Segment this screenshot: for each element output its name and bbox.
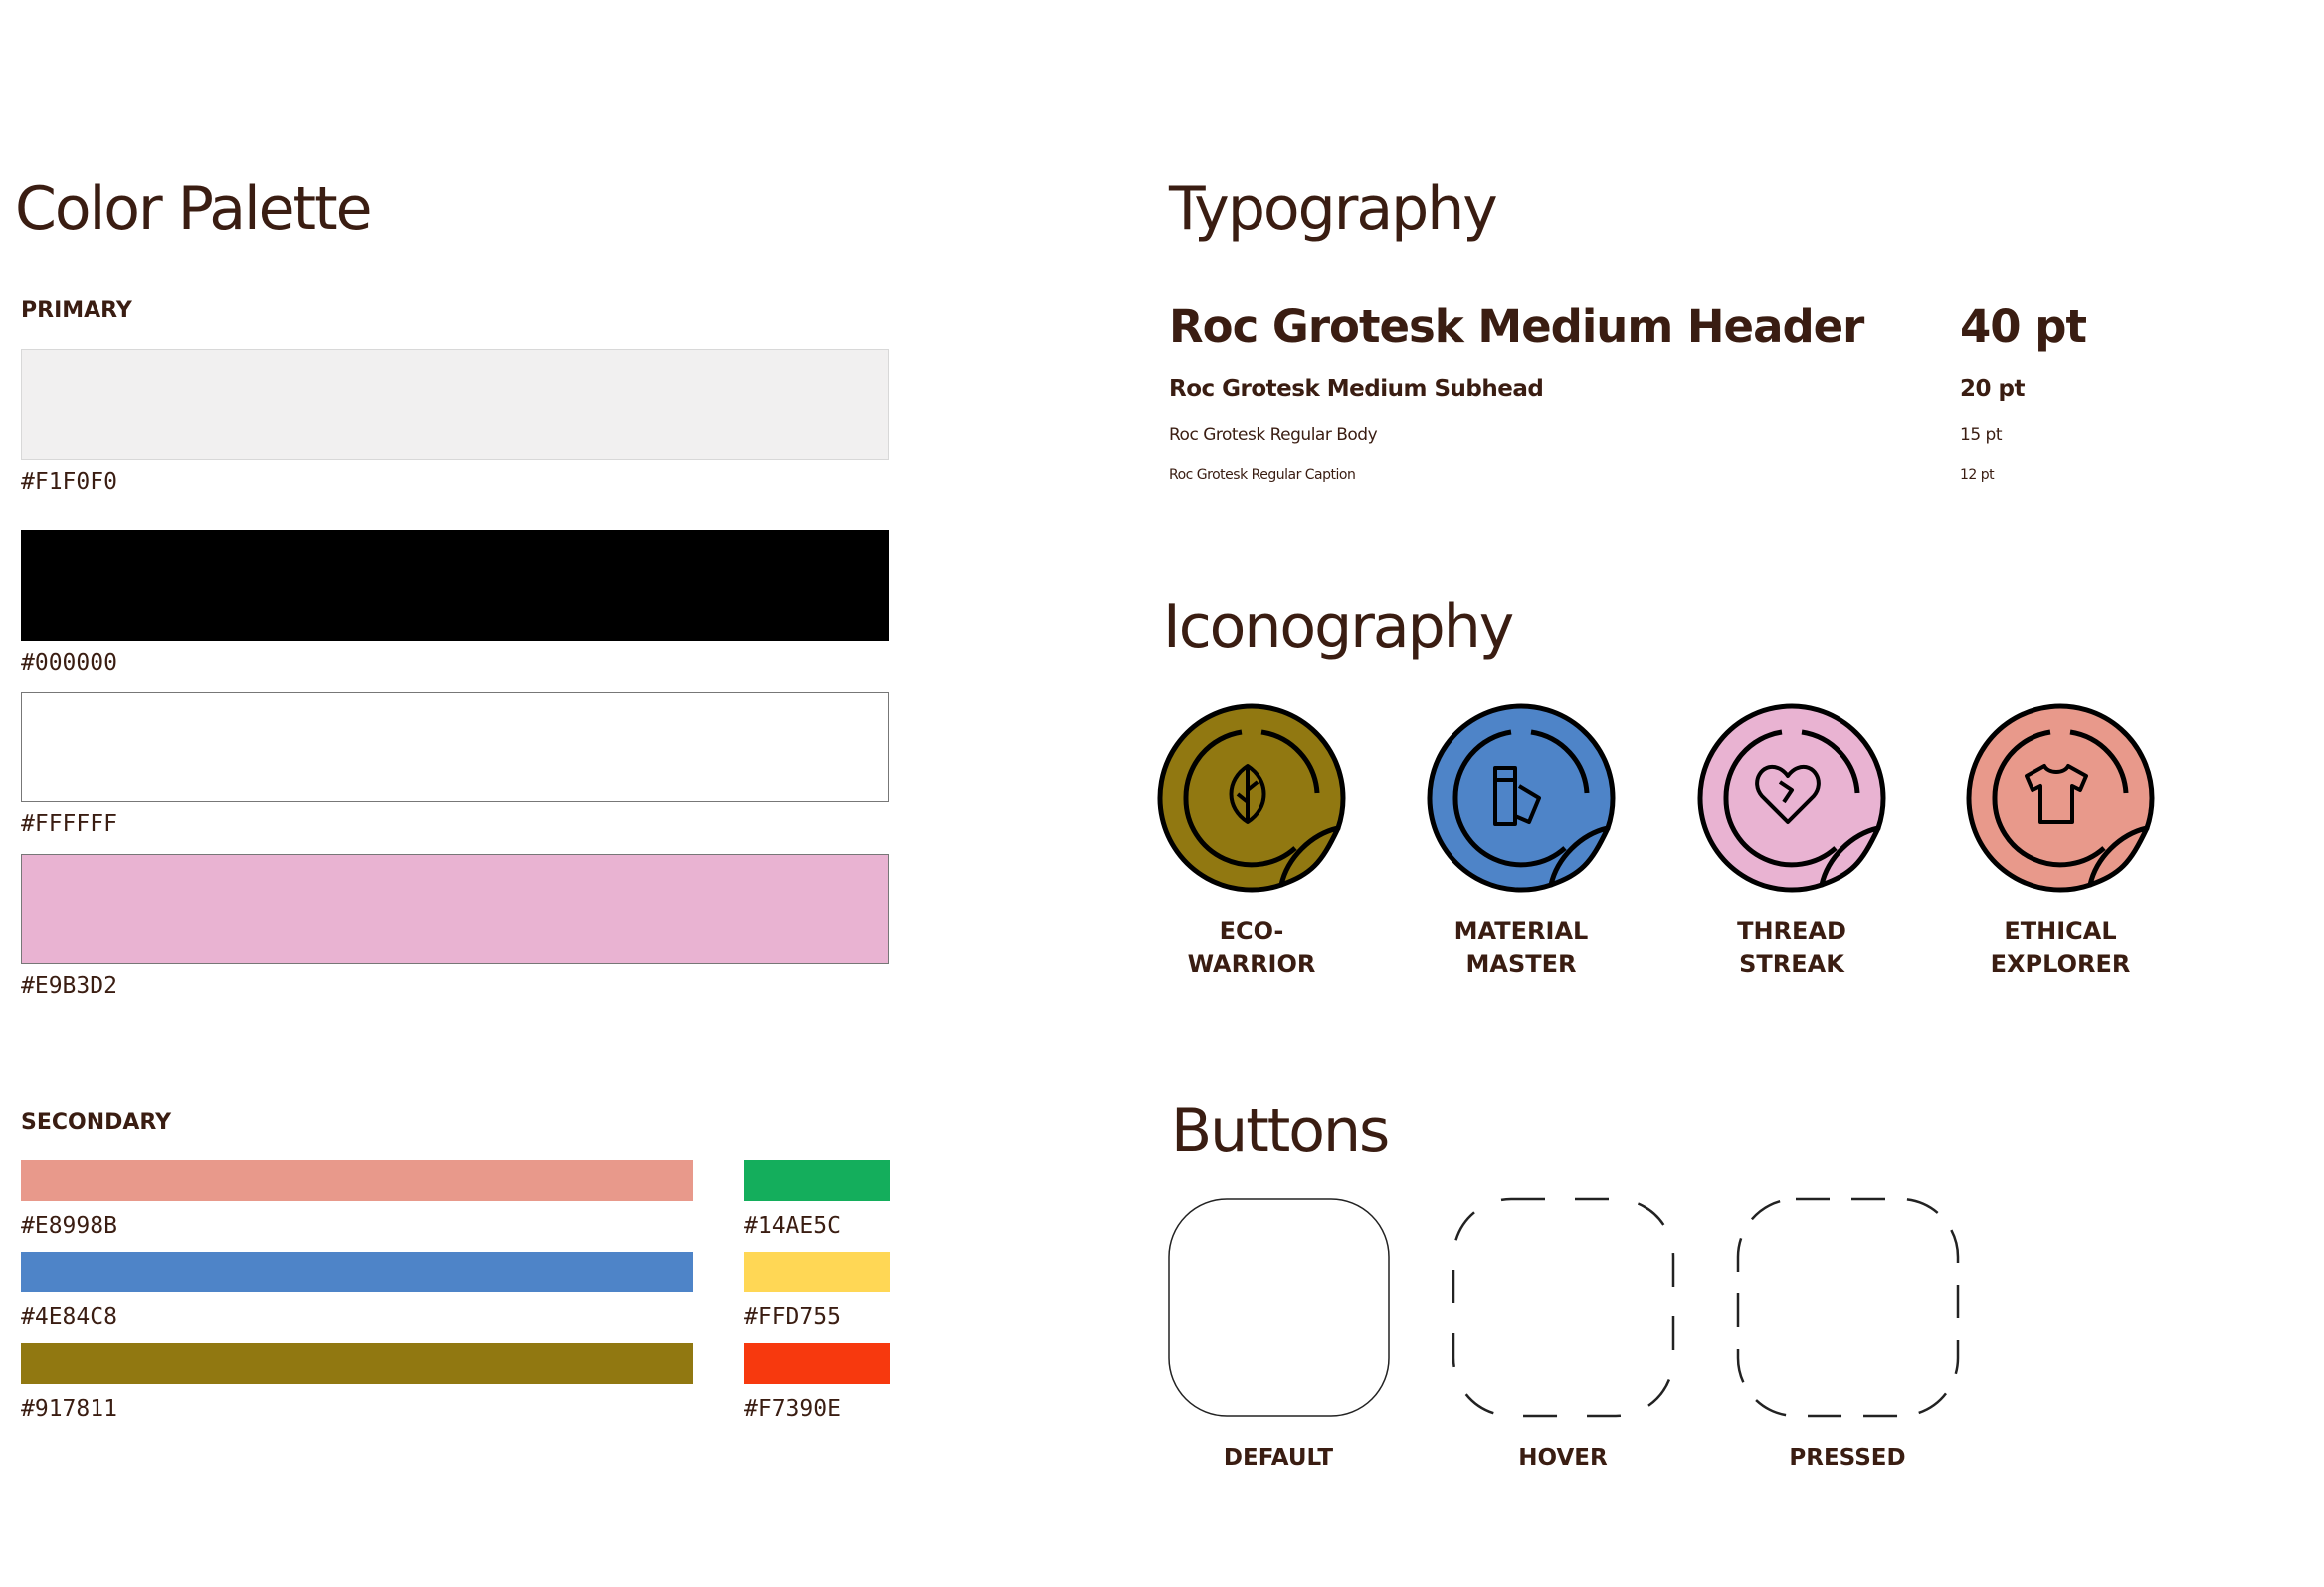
- button-state-label: PRESSED: [1789, 1445, 1905, 1471]
- color-swatch: [21, 692, 889, 802]
- group-label: PRIMARY: [21, 298, 132, 323]
- badge-icon: [1697, 703, 1886, 893]
- button-state-label: HOVER: [1518, 1445, 1608, 1471]
- type-sample: Roc Grotesk Regular Body: [1169, 425, 1378, 445]
- type-sample: Roc Grotesk Regular Caption: [1169, 467, 1356, 483]
- badge-ring: [1183, 729, 1320, 868]
- badge-glyph: [1229, 764, 1266, 824]
- hex-label: #F1F0F0: [21, 469, 117, 495]
- badge-label: WARRIOR: [1188, 950, 1316, 978]
- hex-label: #4E84C8: [21, 1304, 117, 1330]
- button-sample: [1452, 1197, 1675, 1418]
- color-swatch: [21, 530, 889, 641]
- color-swatch: [744, 1252, 890, 1292]
- badge-label: ETHICAL: [2004, 917, 2116, 945]
- hex-label: #FFFFFF: [21, 811, 117, 837]
- badge-label: MATERIAL: [1454, 917, 1589, 945]
- button-sample: [1168, 1198, 1390, 1417]
- badge-icon: [1157, 703, 1346, 893]
- badge-glyph: [1493, 766, 1541, 826]
- color-swatch: [21, 854, 889, 964]
- badge-icon: [1966, 703, 2155, 893]
- badge-curl: [2087, 825, 2150, 888]
- color-swatch: [21, 1343, 693, 1384]
- color-swatch: [21, 1252, 693, 1292]
- type-size: 40 pt: [1960, 300, 2087, 353]
- hex-label: #FFD755: [744, 1304, 841, 1330]
- badge-label: EXPLORER: [1991, 950, 2131, 978]
- section-title: Typography: [1169, 174, 1498, 244]
- badge-label: THREAD: [1737, 917, 1846, 945]
- badge-label: MASTER: [1466, 950, 1577, 978]
- type-size: 20 pt: [1960, 376, 2025, 402]
- color-swatch: [744, 1343, 890, 1384]
- button-state-label: DEFAULT: [1224, 1445, 1333, 1471]
- hex-label: #000000: [21, 650, 117, 676]
- type-sample: Roc Grotesk Medium Header: [1169, 300, 1864, 353]
- type-size: 12 pt: [1960, 467, 1995, 483]
- badge-ring: [1992, 729, 2129, 868]
- badge-glyph: [2025, 764, 2088, 824]
- badge-ring: [1723, 729, 1860, 868]
- type-sample: Roc Grotesk Medium Subhead: [1169, 376, 1544, 402]
- badge-label: STREAK: [1739, 950, 1845, 978]
- badge-icon: [1427, 703, 1616, 893]
- badge-label: ECO-: [1220, 917, 1284, 945]
- section-title: Color Palette: [15, 174, 373, 244]
- badge-glyph: [1755, 764, 1821, 824]
- group-label: SECONDARY: [21, 1110, 172, 1135]
- hex-label: #E9B3D2: [21, 973, 117, 999]
- badge-curl: [1819, 825, 1881, 888]
- hex-label: #14AE5C: [744, 1213, 841, 1239]
- color-swatch: [21, 1160, 693, 1201]
- color-swatch: [21, 349, 889, 460]
- section-title: Iconography: [1163, 592, 1514, 662]
- hex-label: #E8998B: [21, 1213, 117, 1239]
- section-title: Buttons: [1171, 1096, 1390, 1166]
- color-swatch: [744, 1160, 890, 1201]
- badge-curl: [1548, 825, 1611, 888]
- type-size: 15 pt: [1960, 425, 2003, 445]
- badge-curl: [1278, 825, 1341, 888]
- hex-label: #F7390E: [744, 1396, 841, 1422]
- badge-ring: [1452, 729, 1590, 868]
- hex-label: #917811: [21, 1396, 117, 1422]
- button-sample: [1736, 1197, 1960, 1418]
